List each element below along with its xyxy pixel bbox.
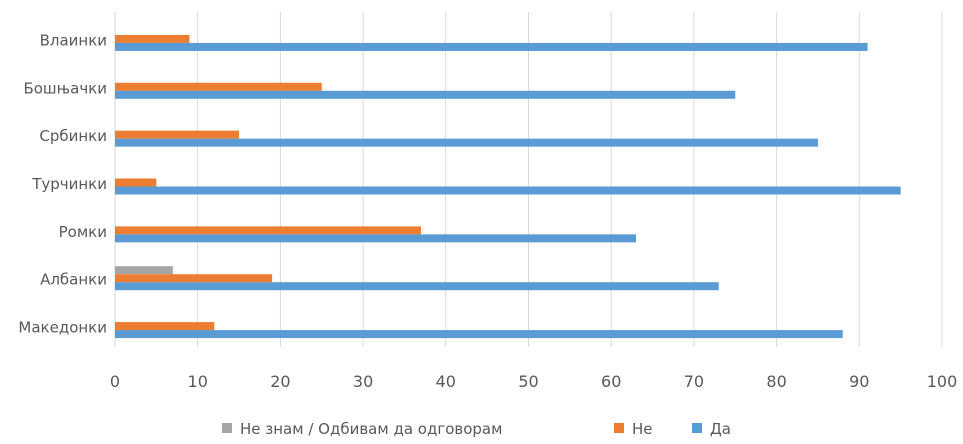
x-tick-label: 90 xyxy=(849,372,869,391)
x-tick-label: 10 xyxy=(188,372,208,391)
x-tick-label: 80 xyxy=(766,372,786,391)
category-label: Турчинки xyxy=(31,175,107,193)
x-tick-label: 30 xyxy=(353,372,373,391)
category-label: Влаинки xyxy=(40,31,107,49)
category-labels: Влаинки Бошњачки Србинки Турчинки Ромки Албан… xyxy=(18,31,107,336)
x-tick-label: 70 xyxy=(684,372,704,391)
bar xyxy=(115,282,719,291)
legend: Не знам / Одбивам да одговорам Не Да xyxy=(222,420,731,438)
x-tick-label: 0 xyxy=(110,372,120,391)
gridlines xyxy=(114,12,943,347)
x-tick-labels: 0 10 20 30 40 50 60 70 80 90 100 xyxy=(110,372,957,391)
category-label: Албанки xyxy=(40,271,107,289)
category-label: Бошњачки xyxy=(23,79,107,97)
bar xyxy=(115,82,322,91)
bar xyxy=(115,186,901,195)
bar xyxy=(115,322,215,331)
bar xyxy=(115,274,273,283)
legend-label: Не знам / Одбивам да одговорам xyxy=(240,420,502,438)
bar xyxy=(115,226,421,235)
x-tick-label: 40 xyxy=(436,372,456,391)
x-tick-label: 20 xyxy=(270,372,290,391)
legend-swatch xyxy=(222,423,232,433)
bar xyxy=(115,138,818,147)
bar xyxy=(115,234,637,243)
legend-swatch xyxy=(614,423,624,433)
bar xyxy=(115,90,736,99)
bar xyxy=(115,266,173,275)
x-tick-label: 60 xyxy=(601,372,621,391)
bar xyxy=(115,330,843,339)
category-label: Македонки xyxy=(18,319,107,337)
bars xyxy=(115,34,901,339)
bar xyxy=(115,130,240,139)
bar xyxy=(115,178,157,187)
legend-swatch xyxy=(692,423,702,433)
category-label: Ромки xyxy=(59,223,107,241)
bar xyxy=(115,34,190,43)
legend-label: Не xyxy=(632,420,653,438)
x-tick-label: 50 xyxy=(518,372,538,391)
bar xyxy=(115,42,868,51)
legend-label: Да xyxy=(710,420,731,438)
category-label: Србинки xyxy=(39,127,107,145)
x-tick-label: 100 xyxy=(927,372,958,391)
